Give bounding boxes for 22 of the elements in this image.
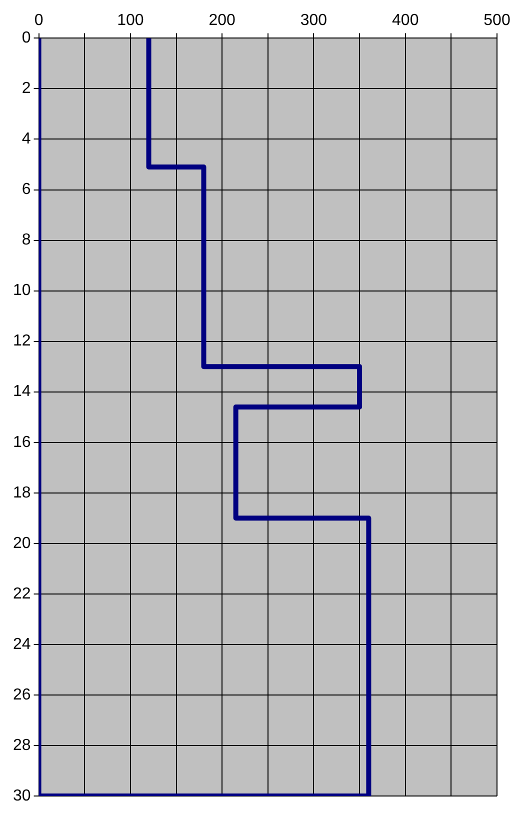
y-tick-label: 18: [13, 484, 31, 502]
y-tick-label: 28: [13, 736, 31, 754]
y-tick-label: 20: [13, 534, 31, 552]
y-tick-label: 2: [22, 80, 31, 98]
x-tick-label: 400: [392, 12, 419, 30]
y-tick-label: 12: [13, 332, 31, 350]
x-tick-label: 300: [300, 12, 328, 30]
y-tick-label: 0: [22, 30, 31, 47]
y-tick-label: 14: [13, 383, 31, 400]
y-tick-label: 6: [22, 181, 31, 198]
y-tick-label: 22: [13, 585, 31, 602]
x-tick-label: 0: [34, 12, 44, 30]
x-tick-label: 100: [117, 12, 144, 30]
y-tick-label: 16: [13, 434, 31, 451]
y-tick-label: 24: [13, 636, 31, 653]
y-tick-label: 8: [22, 232, 31, 249]
y-tick-label: 10: [13, 282, 31, 300]
y-tick-label: 30: [13, 787, 31, 804]
x-tick-label: 200: [208, 12, 236, 30]
y-tick-label: 4: [22, 130, 31, 148]
x-tick-label: 500: [484, 12, 510, 30]
y-tick-label: 26: [13, 686, 31, 704]
